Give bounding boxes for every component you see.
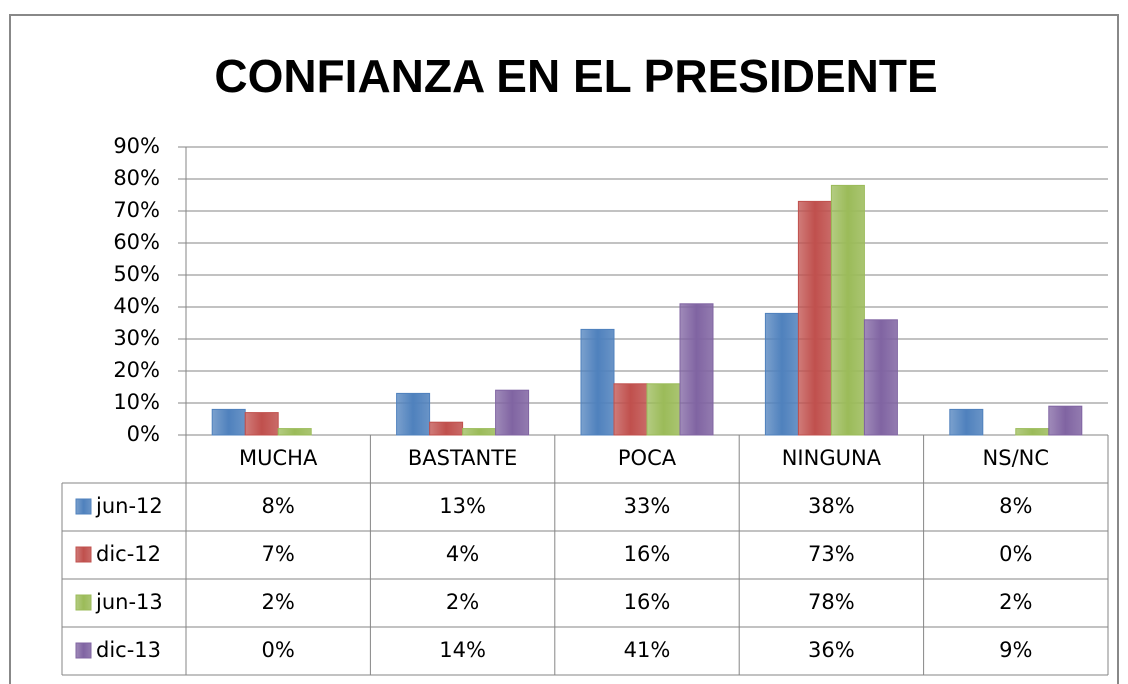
y-tick-label: 60% — [113, 230, 160, 254]
bar — [495, 389, 530, 436]
table-cell: 0% — [999, 542, 1032, 566]
bar — [949, 408, 984, 436]
table-cell: 2% — [999, 590, 1032, 614]
x-tick-label: MUCHA — [239, 446, 318, 470]
legend-key — [75, 498, 92, 515]
table-cell: 38% — [808, 494, 855, 518]
table-cell: 33% — [624, 494, 671, 518]
y-tick-label: 80% — [113, 166, 160, 190]
table-cell: 73% — [808, 542, 855, 566]
table-cell: 9% — [999, 638, 1032, 662]
y-tick-label: 0% — [127, 422, 160, 446]
table-cell: 2% — [262, 590, 295, 614]
y-tick-label: 70% — [113, 198, 160, 222]
x-tick-label: NINGUNA — [782, 446, 882, 470]
y-tick-label: 20% — [113, 358, 160, 382]
bar — [830, 184, 865, 436]
legend-key — [75, 594, 92, 611]
y-tick-label: 40% — [113, 294, 160, 318]
bar — [462, 428, 497, 436]
bar — [646, 383, 681, 436]
bar — [863, 319, 898, 436]
chart-title: CONFIANZA EN EL PRESIDENTE — [214, 50, 937, 102]
x-tick-label: NS/NC — [983, 446, 1050, 470]
legend-label: jun-12 — [95, 494, 163, 518]
bar — [613, 383, 648, 436]
bar — [396, 392, 431, 436]
bar — [211, 408, 246, 436]
legend-key — [75, 546, 92, 563]
bar — [679, 303, 714, 436]
table-cell: 2% — [446, 590, 479, 614]
legend-label: dic-12 — [96, 542, 161, 566]
table-cell: 14% — [439, 638, 486, 662]
y-tick-label: 10% — [113, 390, 160, 414]
y-tick-label: 50% — [113, 262, 160, 286]
table-cell: 0% — [262, 638, 295, 662]
bar — [1015, 428, 1050, 436]
table-cell: 8% — [262, 494, 295, 518]
table-cell: 36% — [808, 638, 855, 662]
bar — [580, 328, 615, 436]
bar — [764, 312, 799, 436]
x-tick-label: POCA — [618, 446, 677, 470]
bar — [277, 428, 312, 436]
table-cell: 13% — [439, 494, 486, 518]
table-cell: 7% — [262, 542, 295, 566]
table-cell: 78% — [808, 590, 855, 614]
table-cell: 16% — [624, 590, 671, 614]
table-cell: 41% — [624, 638, 671, 662]
bar — [1048, 405, 1083, 436]
table-cell: 16% — [624, 542, 671, 566]
table-cell: 8% — [999, 494, 1032, 518]
y-tick-label: 90% — [113, 134, 160, 158]
bar — [244, 412, 279, 436]
legend-label: dic-13 — [96, 638, 161, 662]
legend-key — [75, 642, 92, 659]
table-cell: 4% — [446, 542, 479, 566]
legend-label: jun-13 — [95, 590, 163, 614]
bar — [797, 200, 832, 436]
y-tick-label: 30% — [113, 326, 160, 350]
chart-frame — [9, 14, 1119, 684]
x-tick-label: BASTANTE — [408, 446, 517, 470]
bar — [429, 421, 464, 436]
